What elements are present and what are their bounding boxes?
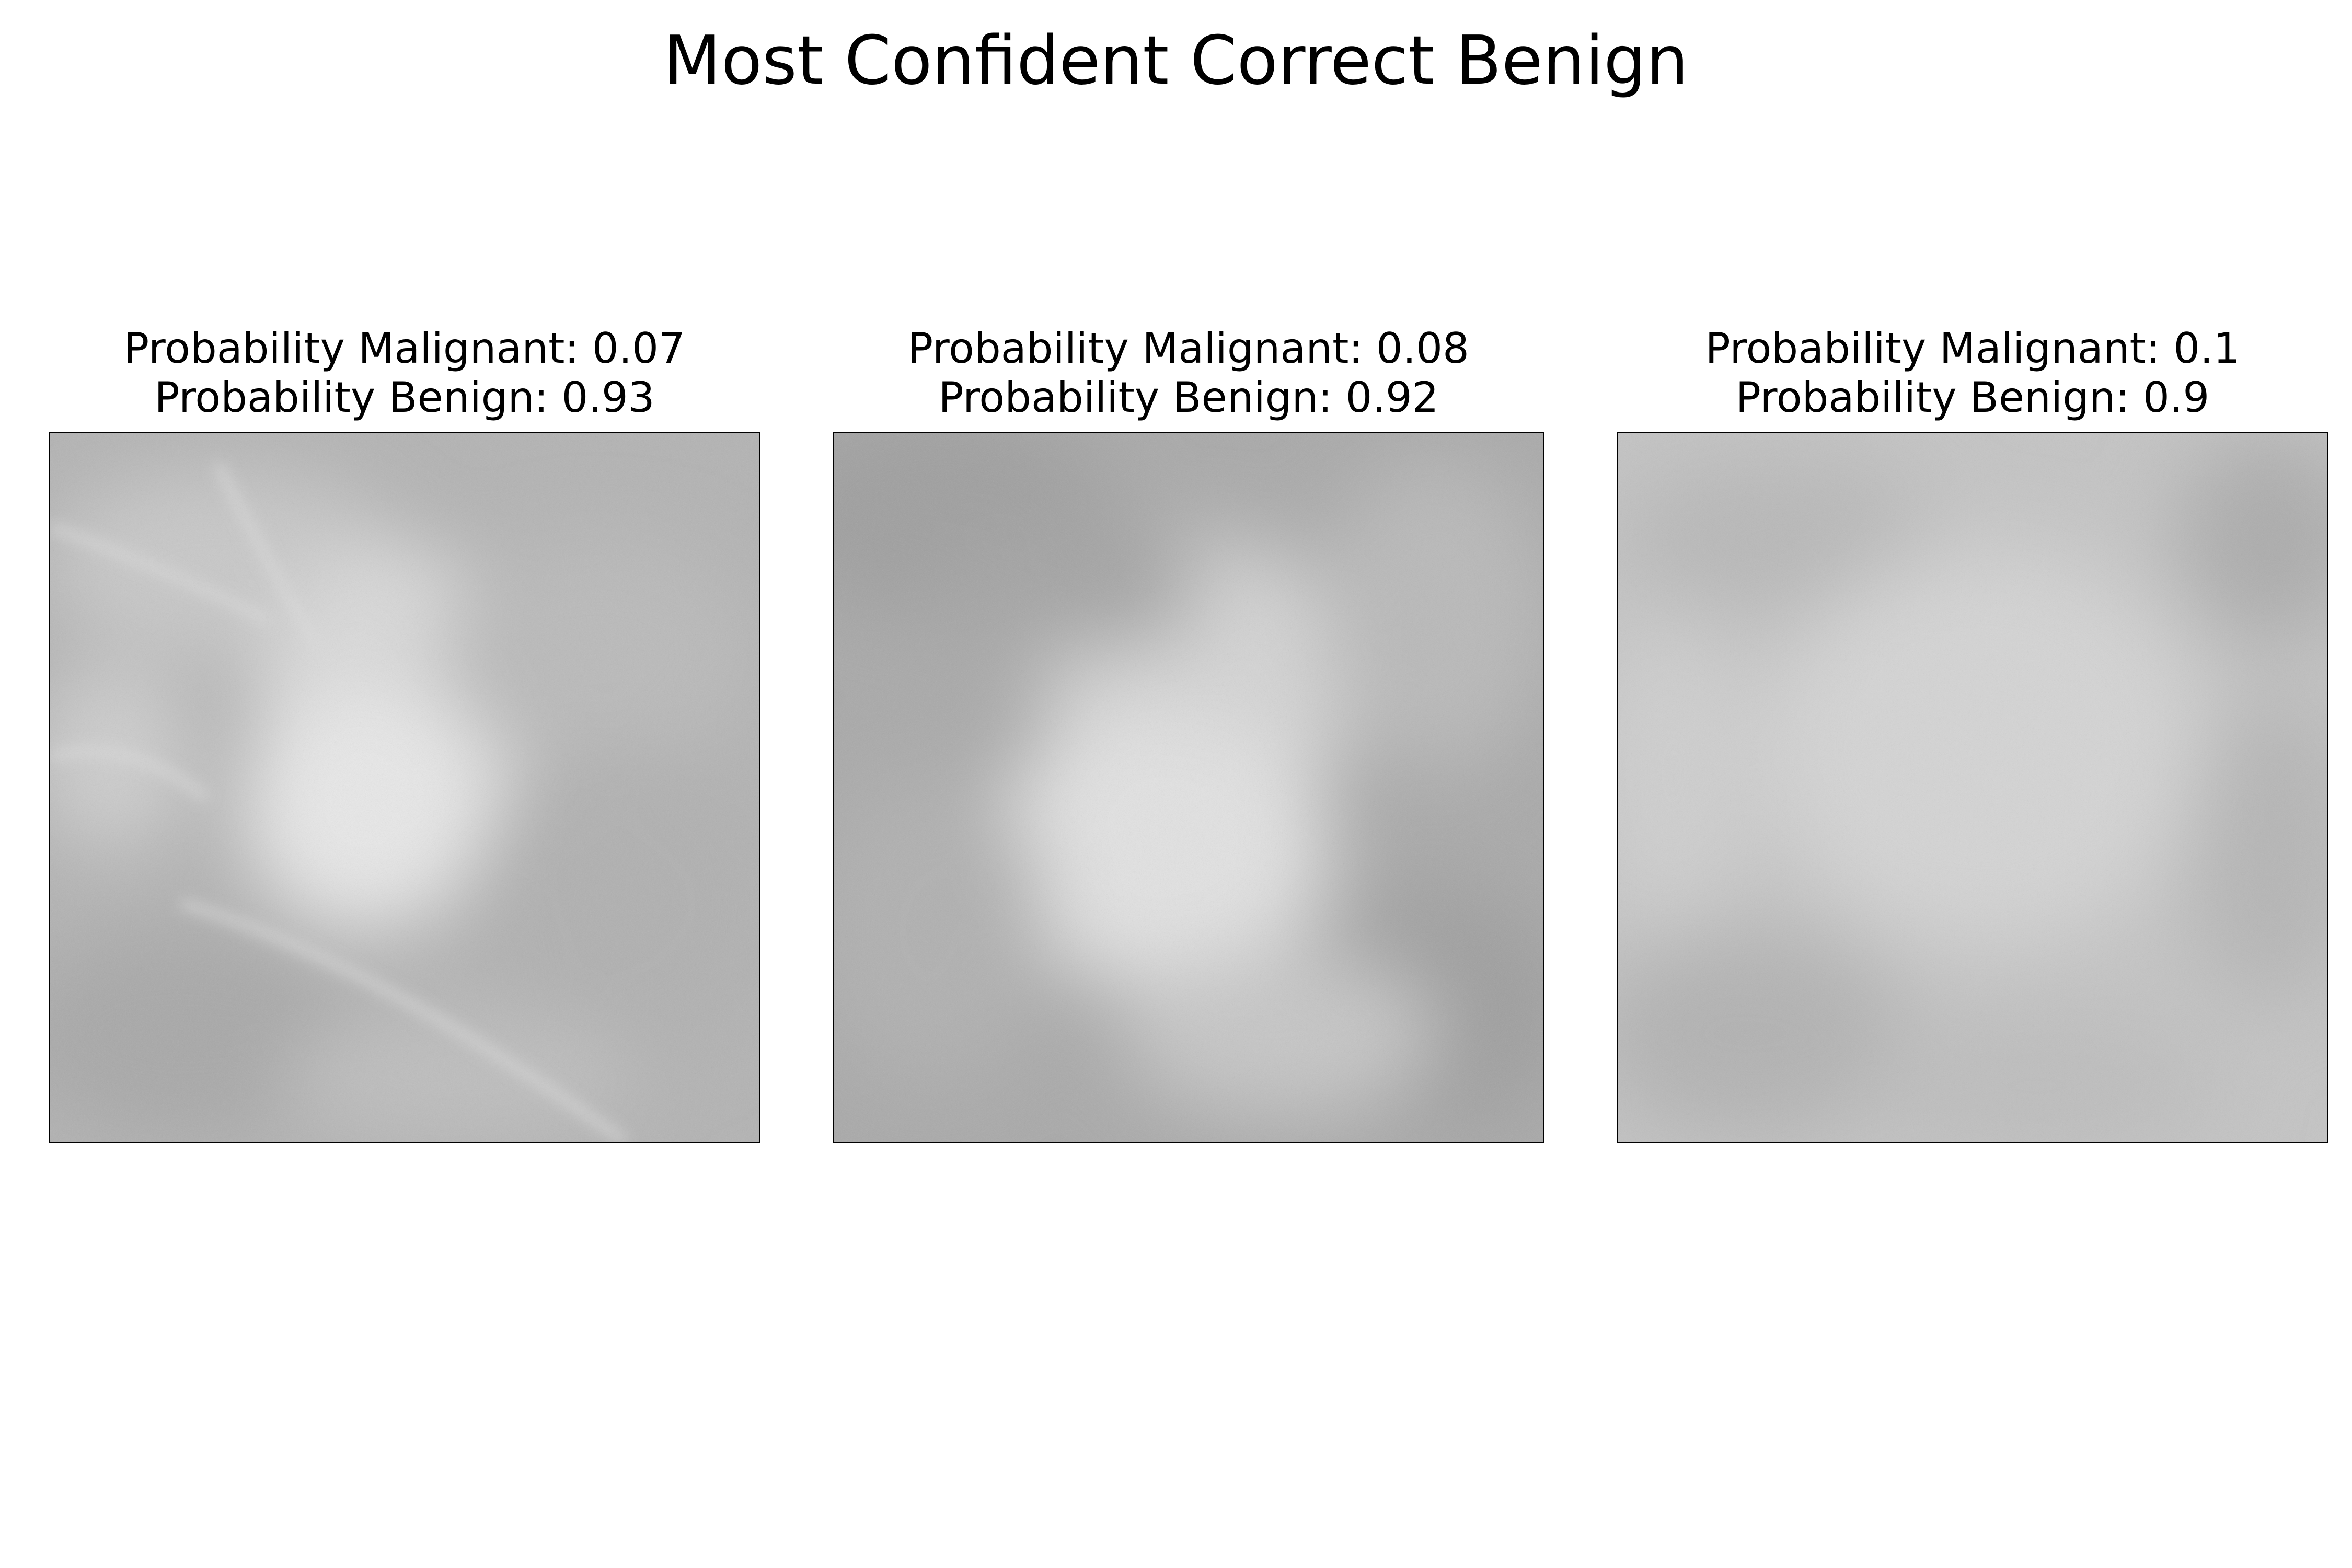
panel-caption-2: Probability Malignant: 0.08 Probability … bbox=[833, 324, 1544, 422]
mammogram-patch-2 bbox=[833, 432, 1544, 1143]
figure-title: Most Confident Correct Benign bbox=[663, 22, 1689, 100]
probability-malignant-label-2: Probability Malignant: 0.08 bbox=[908, 324, 1469, 373]
probability-malignant-label-3: Probability Malignant: 0.1 bbox=[1705, 324, 2240, 373]
mammogram-patch-icon bbox=[50, 433, 759, 1142]
mammogram-patch-icon bbox=[834, 433, 1543, 1142]
panel-caption-3: Probability Malignant: 0.1 Probability B… bbox=[1617, 324, 2328, 422]
mammogram-patch-1 bbox=[49, 432, 760, 1143]
panel-caption-1: Probability Malignant: 0.07 Probability … bbox=[49, 324, 760, 422]
probability-benign-label-1: Probability Benign: 0.93 bbox=[154, 373, 655, 422]
probability-malignant-label-1: Probability Malignant: 0.07 bbox=[124, 324, 685, 373]
mammogram-patch-icon bbox=[1618, 433, 2327, 1142]
image-panel-1: Probability Malignant: 0.07 Probability … bbox=[49, 324, 760, 1143]
image-panel-2: Probability Malignant: 0.08 Probability … bbox=[833, 324, 1544, 1143]
image-panel-3: Probability Malignant: 0.1 Probability B… bbox=[1617, 324, 2328, 1143]
probability-benign-label-2: Probability Benign: 0.92 bbox=[938, 373, 1439, 422]
mammogram-patch-3 bbox=[1617, 432, 2328, 1143]
probability-benign-label-3: Probability Benign: 0.9 bbox=[1735, 373, 2210, 422]
